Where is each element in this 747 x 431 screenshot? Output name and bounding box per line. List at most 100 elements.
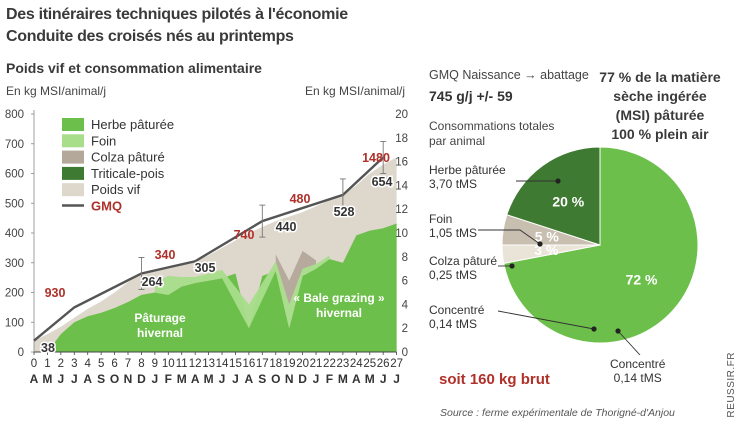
msi-summary: 77 % de la matière sèche ingérée (MSI) p…	[585, 68, 735, 144]
legend-label-3: Triticale-pois	[91, 166, 165, 181]
month-label: M	[365, 372, 375, 386]
x-tick-13: 13	[202, 358, 215, 370]
month-label: N	[285, 372, 294, 386]
month-label: M	[42, 372, 52, 386]
y-tick-right-6: 6	[402, 276, 408, 288]
x-tick-15: 15	[229, 358, 242, 370]
y-tick-right-16: 16	[395, 157, 408, 169]
y-tick-left-500: 500	[5, 198, 24, 210]
month-label: J	[71, 372, 78, 386]
msi-line-3: (MSI) pâturée	[615, 107, 705, 123]
pie-leader-dot	[555, 178, 561, 184]
msi-line-4: 100 % plein air	[611, 126, 709, 142]
month-label: J	[219, 372, 226, 386]
annotation-bale-grazing: hivernal	[316, 306, 362, 320]
pie-label-foin-qty: 1,05 tMS	[429, 226, 478, 240]
legend-swatch-4	[62, 183, 84, 197]
pie-label-foin-name: Foin	[429, 212, 453, 226]
weight-value-label: 305	[195, 261, 216, 275]
month-label: A	[352, 372, 361, 386]
x-tick-4: 4	[85, 358, 92, 370]
month-label: N	[124, 372, 133, 386]
consumption-title: Consommations totales par animal	[429, 119, 579, 149]
pie-slice-label-0: 72 %	[626, 271, 658, 287]
month-label: M	[177, 372, 187, 386]
y-tick-right-10: 10	[395, 228, 408, 240]
weight-value-label: 264	[142, 275, 163, 289]
pie-leader-line	[497, 310, 595, 330]
y-tick-right-4: 4	[402, 299, 409, 311]
legend-label-2: Colza pâturé	[91, 150, 165, 165]
month-label: F	[326, 372, 333, 386]
msi-line-1: 77 % de la matière	[599, 69, 721, 85]
x-tick-3: 3	[71, 358, 77, 370]
x-tick-1: 1	[44, 358, 50, 370]
legend-label-1: Foin	[91, 133, 116, 148]
legend-swatch-3	[62, 166, 84, 180]
pie-leader-dot	[509, 263, 515, 269]
y-tick-right-2: 2	[402, 323, 408, 335]
pie-slice-label-3: 20 %	[552, 193, 584, 209]
x-tick-25: 25	[363, 358, 376, 370]
gmq-title: GMQ Naissance → abattage	[429, 68, 589, 82]
area-layers	[34, 157, 397, 352]
y-tick-right-0: 0	[402, 347, 408, 359]
area-colza	[275, 250, 317, 305]
consumption-title-line-2: par animal	[429, 134, 486, 148]
pie-label-colza-name: Colza pâturé	[429, 254, 498, 268]
pie-leader-line	[617, 330, 641, 356]
pie-label-colza-qty: 0,25 tMS	[429, 268, 478, 282]
x-tick-11: 11	[176, 358, 188, 370]
pie-label-concentre-lower-name: Concentré	[610, 357, 666, 371]
annotation-paturage: hivernal	[137, 326, 183, 340]
x-tick-14: 14	[216, 358, 229, 370]
pie-label-concentre-lower-qty: 0,14 tMS	[613, 371, 662, 385]
pie-label-concentre: Concentré 0,14 tMS	[429, 303, 484, 331]
x-tick-16: 16	[242, 358, 255, 370]
x-tick-7: 7	[125, 358, 131, 370]
y-axis-left-label: En kg MSI/animal/j	[6, 84, 107, 98]
month-label: S	[97, 372, 105, 386]
y-tick-left-400: 400	[5, 228, 24, 240]
gmq-value-label: 1480	[362, 151, 390, 165]
x-tick-9: 9	[152, 358, 158, 370]
gmq-value-label: 930	[45, 286, 66, 300]
pie-leader-dot	[537, 241, 543, 247]
month-label: J	[380, 372, 387, 386]
pie-label-concentre-qty: 0,14 tMS	[429, 317, 478, 331]
pie-label-concentre-name: Concentré	[429, 303, 485, 317]
x-tick-6: 6	[111, 358, 117, 370]
weight-value-label: 528	[334, 205, 355, 219]
chart-labels: 930 340 740 480 1480 38 264 305 440 528 654 Pâturag…	[40, 151, 394, 357]
pie-label-herbe-qty: 3,70 tMS	[429, 177, 478, 191]
gmq-value-label: 480	[290, 192, 311, 206]
x-tick-27: 27	[390, 358, 403, 370]
source-note: Source : ferme expérimentale de Thorigné…	[440, 407, 675, 419]
y-tick-left-0: 0	[18, 347, 24, 359]
pie-slice-3	[506, 146, 601, 246]
y-tick-left-100: 100	[5, 317, 24, 329]
y-axis-right-label: En kg MSI/animal/j	[305, 84, 406, 98]
pie-label-concentre-lower: Concentré 0,14 tMS	[610, 357, 665, 385]
month-label: M	[338, 372, 348, 386]
y-tick-right-12: 12	[395, 204, 408, 216]
title-line-1: Des itinéraires techniques pilotés à l'é…	[6, 6, 348, 23]
consumption-title-line-1: Consommations totales	[429, 119, 555, 133]
x-tick-20: 20	[296, 358, 309, 370]
month-label: O	[271, 372, 280, 386]
msi-line-2: sèche ingérée	[613, 88, 707, 104]
x-tick-24: 24	[350, 358, 363, 370]
x-tick-2: 2	[58, 358, 64, 370]
month-label: J	[58, 372, 65, 386]
gmq-value-label: 740	[234, 228, 255, 242]
y-tick-right-14: 14	[395, 180, 408, 192]
month-label: A	[245, 372, 254, 386]
page-title: Des itinéraires techniques pilotés à l'é…	[6, 4, 348, 48]
y-tick-left-200: 200	[5, 288, 24, 300]
axes: 0100200300400500600700800024681012141618…	[5, 109, 409, 386]
y-tick-right-20: 20	[395, 109, 408, 121]
y-tick-left-800: 800	[5, 109, 24, 121]
pie-label-herbe: Herbe pâturée 3,70 tMS	[429, 163, 506, 191]
x-tick-19: 19	[283, 358, 296, 370]
x-tick-10: 10	[162, 358, 175, 370]
